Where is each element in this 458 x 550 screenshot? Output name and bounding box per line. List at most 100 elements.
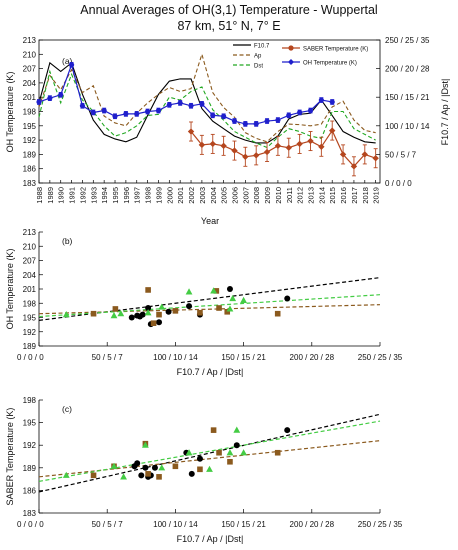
- saber-point: [275, 117, 281, 123]
- x-tick-label: 2004: [209, 187, 218, 204]
- data-point-f10-7: [134, 460, 141, 467]
- data-point-ap: [112, 306, 119, 312]
- y-axis-label: SABER Temperature (K): [5, 408, 15, 506]
- y-right-tick-label: 200 / 20 / 28: [385, 65, 430, 74]
- data-point-ap: [90, 310, 97, 317]
- data-point-dst: [229, 294, 237, 302]
- y-tick-label: 204: [23, 79, 37, 88]
- data-point-f10-7: [128, 314, 135, 321]
- x-tick-label: 1994: [100, 187, 109, 204]
- oh-point: [263, 148, 271, 156]
- data-point-dst: [226, 449, 234, 456]
- data-point-dst: [226, 305, 234, 312]
- data-point-dst: [62, 471, 70, 478]
- y-right-tick-label: 0 / 0 / 0: [385, 179, 412, 188]
- y-tick-label: 183: [23, 179, 37, 188]
- x-tick-label: 2008: [252, 187, 261, 204]
- data-point-ap: [197, 309, 203, 316]
- saber-point: [123, 111, 129, 117]
- data-point-ap: [90, 472, 97, 479]
- data-point-dst: [240, 449, 247, 456]
- data-point-f10-7: [196, 455, 203, 462]
- data-point-ap: [156, 474, 162, 480]
- data-point-ap: [145, 471, 151, 477]
- oh-point: [339, 151, 347, 158]
- x-tick-label: 1998: [144, 187, 153, 204]
- saber-point: [210, 112, 216, 118]
- x-tick-label: 100 / 10 / 14: [153, 520, 198, 529]
- x-tick-label: 150 / 15 / 21: [221, 353, 266, 362]
- saber-point: [199, 101, 205, 107]
- y-tick-label: 210: [23, 50, 37, 59]
- panel-label: (a): [62, 56, 73, 66]
- legend-label: Dst: [254, 64, 263, 70]
- oh-point: [274, 142, 282, 150]
- series-line-saber-temperature-k-: [190, 129, 376, 168]
- saber-point: [134, 111, 140, 117]
- data-point-dst: [110, 312, 118, 319]
- y-right-tick-label: 250 / 25 / 35: [385, 36, 430, 45]
- saber-point: [286, 112, 292, 118]
- oh-point: [242, 153, 249, 160]
- data-point-dst: [144, 309, 152, 316]
- saber-point: [318, 97, 324, 103]
- x-tick-label: 200 / 20 / 28: [290, 520, 335, 529]
- data-point-f10-7: [165, 308, 172, 315]
- data-point-f10-7: [233, 442, 240, 449]
- y-right-tick-label: 50 / 5 / 7: [385, 150, 417, 159]
- y-tick-label: 195: [23, 314, 37, 323]
- oh-point: [198, 141, 206, 149]
- x-tick-label: 2006: [230, 187, 239, 204]
- x-tick-label: 2015: [328, 187, 337, 204]
- y-tick-label: 195: [23, 419, 37, 428]
- x-tick-label: 2013: [306, 187, 315, 204]
- panel-b: 189 192 195 198 201 204 207 210 213 0 / 0 / 0 50 /…: [5, 228, 403, 377]
- x-tick-label: 200 / 20 / 28: [290, 353, 335, 362]
- panel-label: (b): [62, 236, 73, 246]
- x-axis-label: F10.7 / Ap / |Dst|: [177, 534, 244, 544]
- data-point-dst: [120, 473, 127, 480]
- data-point-ap: [150, 320, 157, 326]
- data-point-dst: [158, 303, 166, 310]
- saber-point: [221, 113, 227, 119]
- oh-point: [372, 155, 379, 162]
- legend-label: F10.7: [254, 44, 270, 50]
- data-point-ap: [216, 305, 222, 311]
- oh-point: [350, 163, 358, 170]
- y-axis-label: OH Temperature (K): [5, 249, 15, 330]
- figure-title-line1: Annual Averages of OH(3,1) Temperature -…: [80, 3, 377, 17]
- data-point-ap: [216, 449, 222, 456]
- y-tick-label: 189: [23, 150, 37, 159]
- data-point-f10-7: [139, 311, 146, 318]
- y-axis-label: OH Temperature (K): [5, 72, 15, 153]
- data-point-ap: [156, 311, 162, 318]
- saber-point: [297, 109, 303, 116]
- data-point-dst: [185, 288, 193, 295]
- x-tick-label: 2014: [317, 187, 326, 204]
- fit-line-dst: [38, 420, 381, 482]
- oh-point: [231, 147, 238, 154]
- saber-point: [231, 118, 238, 124]
- data-point-f10-7: [156, 319, 163, 326]
- saber-point: [253, 121, 259, 127]
- data-point-f10-7: [284, 427, 291, 434]
- saber-point: [90, 109, 96, 116]
- y-right-tick-label: 150 / 15 / 21: [385, 93, 430, 102]
- x-tick-label: 2001: [176, 187, 185, 204]
- data-point-ap: [172, 308, 179, 314]
- oh-point: [361, 151, 368, 158]
- y-tick-label: 192: [23, 136, 37, 145]
- x-tick-label: 2005: [220, 187, 229, 204]
- legend-label: OH Temperature (K): [303, 61, 357, 67]
- saber-point: [242, 121, 248, 127]
- oh-point: [307, 137, 314, 145]
- y-tick-label: 183: [23, 509, 37, 518]
- series-line-ap: [38, 52, 376, 143]
- saber-point: [144, 108, 151, 115]
- y-tick-label: 189: [23, 342, 37, 351]
- x-tick-label: 2019: [372, 187, 381, 204]
- saber-point: [36, 99, 42, 105]
- fit-line-f10-7: [38, 413, 381, 493]
- x-tick-label: 2010: [274, 187, 283, 204]
- y-tick-label: 201: [23, 285, 37, 294]
